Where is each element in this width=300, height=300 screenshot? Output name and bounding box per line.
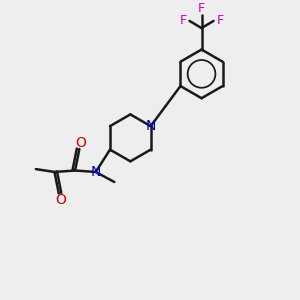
Text: N: N (146, 119, 156, 133)
Text: F: F (198, 2, 205, 15)
Text: F: F (180, 14, 187, 27)
Text: O: O (55, 193, 66, 207)
Text: F: F (216, 14, 224, 27)
Text: N: N (91, 165, 101, 179)
Text: O: O (75, 136, 86, 150)
